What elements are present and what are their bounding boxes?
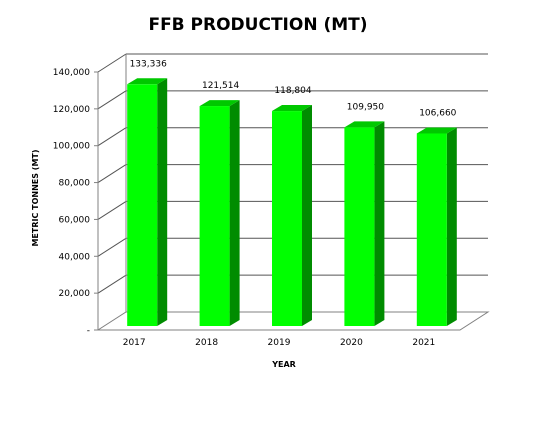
x-tick-labels: 2017 2018 2019 2020 2021 <box>123 338 436 348</box>
data-labels: 133,336 121,514 118,804 109,950 106,660 <box>130 59 457 118</box>
bar-front <box>127 84 158 327</box>
y-tick-label: 140,000 <box>53 68 90 78</box>
x-tick-label: 2020 <box>340 338 363 348</box>
bar-top <box>344 121 385 128</box>
x-axis-title: YEAR <box>271 360 296 369</box>
bar-front <box>416 133 447 326</box>
y-tick-label: 100,000 <box>53 142 90 152</box>
bar-side <box>374 121 385 326</box>
data-label: 133,336 <box>130 59 167 69</box>
x-tick-label: 2017 <box>123 338 146 348</box>
y-axis-title: METRIC TONNES (MT) <box>31 149 40 246</box>
gridline-diagonal <box>97 274 127 294</box>
data-label: 109,950 <box>347 102 384 112</box>
bar-front <box>344 127 375 326</box>
gridline-diagonal <box>97 90 127 110</box>
bars <box>127 78 457 327</box>
data-label: 121,514 <box>202 81 239 91</box>
y-tick-label: 80,000 <box>59 179 91 189</box>
y-tick-label: 60,000 <box>59 215 91 225</box>
x-tick-label: 2021 <box>412 338 435 348</box>
bar-front <box>272 111 302 326</box>
bar-top <box>272 105 312 112</box>
y-tick-label: 20,000 <box>59 289 91 299</box>
y-tick-label: 40,000 <box>59 252 91 262</box>
gridline-diagonal <box>97 127 127 147</box>
x-tick-label: 2019 <box>268 338 291 348</box>
floor <box>96 311 490 331</box>
bar <box>416 127 457 326</box>
bar <box>344 121 385 326</box>
x-tick-label: 2018 <box>195 338 218 348</box>
bar-front <box>199 106 230 327</box>
y-tick-label: - <box>87 326 90 336</box>
gridline-diagonal <box>97 201 127 220</box>
data-label: 118,804 <box>274 86 311 96</box>
bar <box>272 105 312 326</box>
axes <box>94 54 490 331</box>
data-label: 106,660 <box>419 108 456 118</box>
chart-title: FFB PRODUCTION (MT) <box>148 15 367 35</box>
bar-top <box>416 127 457 134</box>
bar <box>199 100 240 327</box>
bar-side <box>302 105 312 326</box>
bar-side <box>446 127 457 326</box>
bar-top <box>127 78 168 85</box>
bar-top <box>199 100 240 107</box>
y-tick-label: 120,000 <box>53 105 90 115</box>
gridline-diagonal <box>97 237 127 257</box>
bar <box>127 78 168 327</box>
bar-side <box>157 78 168 327</box>
bar-side <box>229 100 240 327</box>
gridline-diagonal <box>97 164 127 183</box>
y-tick-labels: - 20,000 40,000 60,000 80,000 100,000 120,000 1… <box>53 68 90 336</box>
gridline-diagonal <box>97 53 127 73</box>
